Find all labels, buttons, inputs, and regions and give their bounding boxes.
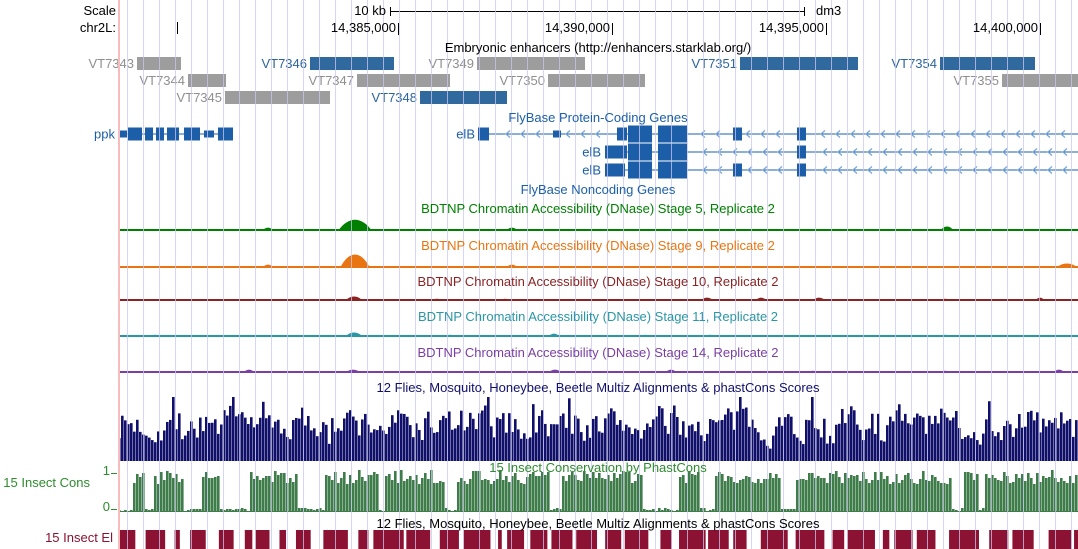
svg-text:VT7347: VT7347 (308, 73, 354, 88)
bdtnp-track-2[interactable] (118, 296, 1078, 302)
conservation-track-title: 15 Insect Conservation by PhastCons (489, 460, 707, 475)
conservation-axis-max: 1 (102, 463, 110, 478)
elements-left-label: 15 Insect El (45, 530, 113, 545)
chrom-label: chr2L: (79, 20, 116, 35)
enhancers-track-title: Embryonic enhancers (http://enhancers.st… (444, 40, 752, 55)
scale-value: 10 kb (354, 3, 386, 18)
gene-ppk[interactable]: ppk (94, 127, 233, 142)
enhancer-item-VT7344[interactable]: VT7344 (139, 73, 226, 88)
bdtnp-track-1[interactable] (118, 254, 1078, 269)
scale-label: Scale (83, 3, 116, 18)
flybase-genes-track[interactable]: ppk elB elB elB (94, 125, 1078, 179)
bdtnp-track-3[interactable] (118, 332, 1078, 338)
svg-text:VT7351: VT7351 (691, 56, 737, 71)
enhancer-item-VT7350[interactable]: VT7350 (499, 73, 645, 88)
svg-text:VT7355: VT7355 (953, 73, 999, 88)
svg-text:VT7350: VT7350 (499, 73, 545, 88)
flybase-coding-track-title: FlyBase Protein-Coding Genes (508, 110, 688, 125)
conservation-wiggle-track[interactable] (118, 470, 1078, 512)
svg-text:VT7349: VT7349 (428, 56, 474, 71)
multiz-wiggle-track[interactable] (118, 397, 1078, 461)
bdtnp-track-0[interactable] (118, 219, 1078, 231)
ruler-tick-label: 14,395,000 (758, 20, 824, 35)
multiz-track-title: 12 Flies, Mosquito, Honeybee, Beetle Mul… (376, 380, 820, 395)
svg-text:VT7345: VT7345 (176, 90, 222, 105)
enhancer-item-VT7349[interactable]: VT7349 (428, 56, 585, 71)
svg-text:elB: elB (456, 127, 475, 142)
bdtnp-stage5-track-title: BDTNP Chromatin Accessibility (DNase) St… (421, 201, 775, 216)
ruler-tick-label: 14,385,000 (330, 20, 396, 35)
bdtnp-stage10-track-title: BDTNP Chromatin Accessibility (DNase) St… (417, 274, 779, 289)
svg-text:elB: elB (582, 145, 601, 160)
svg-text:VT7344: VT7344 (139, 73, 185, 88)
conservation-axis-min: 0 (102, 499, 110, 514)
enhancer-item-VT7346[interactable]: VT7346 (261, 56, 394, 71)
svg-text:VT7343: VT7343 (88, 56, 134, 71)
enhancer-item-VT7354[interactable]: VT7354 (891, 56, 1035, 71)
conservation-left-label: 15 Insect Cons (3, 475, 90, 490)
enhancers-track[interactable]: VT7343 VT7346 VT7349 VT7351 VT7354 VT7344 VT73… (88, 56, 1078, 105)
assembly-label: dm3 (816, 3, 842, 18)
svg-text:VT7346: VT7346 (261, 56, 307, 71)
enhancer-item-VT7355[interactable]: VT7355 (953, 73, 1078, 88)
svg-text:elB: elB (582, 163, 601, 178)
enhancer-item-VT7347[interactable]: VT7347 (308, 73, 450, 88)
elements-track-title: 12 Flies, Mosquito, Honeybee, Beetle Mul… (376, 516, 820, 531)
bdtnp-stage14-track-title: BDTNP Chromatin Accessibility (DNase) St… (417, 345, 779, 360)
gene-elB[interactable]: elB (456, 125, 1078, 143)
ruler-tick-label: 14,390,000 (544, 20, 610, 35)
elements-track[interactable] (118, 530, 1078, 549)
svg-text:VT7348: VT7348 (371, 90, 417, 105)
enhancer-item-VT7345[interactable]: VT7345 (176, 90, 330, 105)
gene-elB[interactable]: elB (582, 161, 1078, 179)
flybase-noncoding-track-title: FlyBase Noncoding Genes (520, 182, 676, 197)
svg-text:ppk: ppk (94, 127, 115, 142)
gene-elB[interactable]: elB (582, 143, 1078, 161)
svg-text:VT7354: VT7354 (891, 56, 937, 71)
enhancer-item-VT7343[interactable]: VT7343 (88, 56, 181, 71)
bdtnp-track-4[interactable] (118, 369, 1078, 373)
bdtnp-stage11-track-title: BDTNP Chromatin Accessibility (DNase) St… (417, 309, 779, 324)
ruler-tick-label: 14,400,000 (972, 20, 1038, 35)
enhancer-item-VT7348[interactable]: VT7348 (371, 90, 507, 105)
bdtnp-stage9-track-title: BDTNP Chromatin Accessibility (DNase) St… (421, 238, 775, 253)
enhancer-item-VT7351[interactable]: VT7351 (691, 56, 858, 71)
